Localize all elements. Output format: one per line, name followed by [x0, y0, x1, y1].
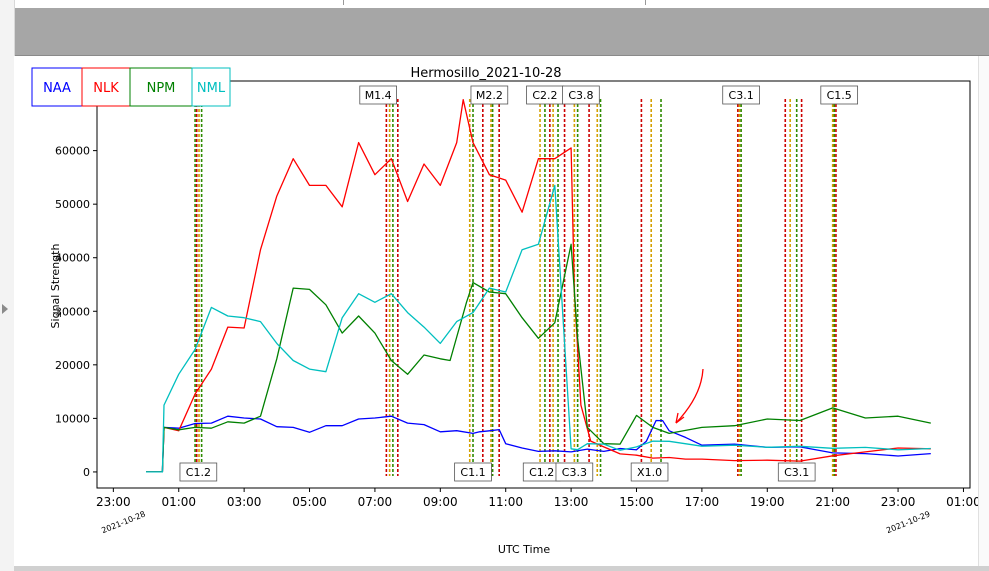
annotation-arrow [675, 368, 704, 424]
chart-background [14, 56, 978, 566]
legend: NAA NLK NPM NML [31, 67, 231, 107]
legend-label: NML [197, 81, 226, 96]
flare-annotation-top-box [820, 85, 859, 105]
window-titlebar [14, 8, 989, 56]
legend-item-npm [129, 67, 193, 107]
y-tick-label: 60000 [55, 145, 90, 158]
x-tick-label: 19:00 [750, 495, 785, 509]
flare-annotation-bottom: C1.2 [522, 462, 561, 482]
x-tick-label: 23:00 [881, 495, 916, 509]
arrow-head [675, 412, 685, 424]
x-tick-label: 01:00 [946, 495, 978, 509]
series-line-nml [146, 184, 931, 473]
right-panel-strip [978, 56, 989, 566]
plot-area: 01000020000300004000050000600007000023:0… [55, 80, 978, 535]
y-tick-label: 0 [83, 466, 90, 479]
flare-annotation-top-box [722, 85, 760, 105]
flare-annotation-bottom: C1.2 [179, 462, 218, 482]
flare-annotation-bottom: C1.1 [454, 462, 492, 482]
y-tick-label: 40000 [55, 252, 90, 265]
flare-annotation-top-box [562, 85, 600, 105]
series-line-npm [146, 243, 931, 473]
left-panel-strip [0, 0, 15, 571]
plot-frame [96, 80, 971, 489]
flare-annotation-top: C3.1 [722, 85, 760, 105]
flare-annotation-top-label: C3.1 [729, 89, 754, 102]
expand-arrow-icon[interactable] [2, 304, 8, 314]
chart-title: Hermosillo_2021-10-28 [410, 66, 561, 81]
flare-annotation-top: M2.2 [470, 85, 509, 105]
flare-annotation-top: C2.2 [526, 85, 564, 105]
flare-annotation-bottom-label: C1.2 [186, 466, 211, 479]
flare-annotation-bottom-box [555, 462, 594, 482]
flare-annotation-top: C3.8 [562, 85, 600, 105]
flare-annotation-top-label: C2.2 [532, 89, 557, 102]
flare-annotation-top-label: M2.2 [476, 89, 503, 102]
x-axis-label: UTC Time [498, 543, 550, 556]
x-tick-label: 13:00 [554, 495, 589, 509]
flare-annotation-bottom-box [777, 462, 816, 482]
flare-annotation-bottom-box [179, 462, 218, 482]
flare-annotation-bottom-label: C3.1 [784, 466, 809, 479]
arrow-stroke [675, 368, 704, 424]
x-tick-label: 15:00 [619, 495, 654, 509]
y-axis-label: Signal Strength [49, 244, 62, 329]
flare-annotation-top-label: C1.5 [827, 89, 852, 102]
series-line-nlk [146, 99, 931, 473]
titlebar-tick [645, 0, 646, 5]
legend-label: NPM [147, 81, 176, 96]
y-tick-label: 30000 [55, 305, 90, 318]
y-tick-label: 50000 [55, 198, 90, 211]
flare-annotation-bottom-box [454, 462, 492, 482]
flare-annotation-bottom-box [630, 462, 669, 482]
legend-label: NAA [43, 81, 71, 96]
flare-annotation-top-box [470, 85, 509, 105]
flare-annotation-top: C1.5 [820, 85, 859, 105]
x-tick-label: 09:00 [423, 495, 458, 509]
flare-annotation-top: M1.4 [359, 85, 397, 105]
y-tick-label: 10000 [55, 412, 90, 425]
flare-annotation-bottom-label: X1.0 [637, 466, 662, 479]
flare-annotation-bottom-label: C1.1 [460, 466, 485, 479]
flare-annotation-bottom-label: C1.2 [529, 466, 554, 479]
x-tick-label: 11:00 [488, 495, 523, 509]
flare-annotation-bottom: C3.1 [777, 462, 816, 482]
flare-annotation-top-label: C3.8 [568, 89, 593, 102]
x-tick-label: 01:00 [161, 495, 196, 509]
x-tick-label: 07:00 [358, 495, 393, 509]
titlebar-tick [343, 0, 344, 5]
legend-item-naa [31, 67, 83, 107]
x-tick-label: 21:00 [815, 495, 850, 509]
flare-annotation-bottom: X1.0 [630, 462, 669, 482]
x-tick-label: 05:00 [292, 495, 327, 509]
flare-annotation-bottom-label: C3.3 [562, 466, 587, 479]
x-tick-label: 23:00 [96, 495, 131, 509]
flare-lines [194, 99, 837, 476]
x-tick-label: 03:00 [227, 495, 262, 509]
legend-item-nml [191, 67, 231, 107]
flare-annotation-top-box [359, 85, 397, 105]
y-tick-label: 20000 [55, 359, 90, 372]
flare-annotation-bottom: C3.3 [555, 462, 594, 482]
legend-label: NLK [93, 81, 119, 96]
bottom-border [14, 566, 989, 571]
x-tick-label: 17:00 [685, 495, 720, 509]
flare-annotation-top-label: M1.4 [365, 89, 392, 102]
legend-item-nlk [81, 67, 131, 107]
signal-strength-chart: Hermosillo_2021-10-28 UTC Time Signal St… [14, 56, 978, 566]
